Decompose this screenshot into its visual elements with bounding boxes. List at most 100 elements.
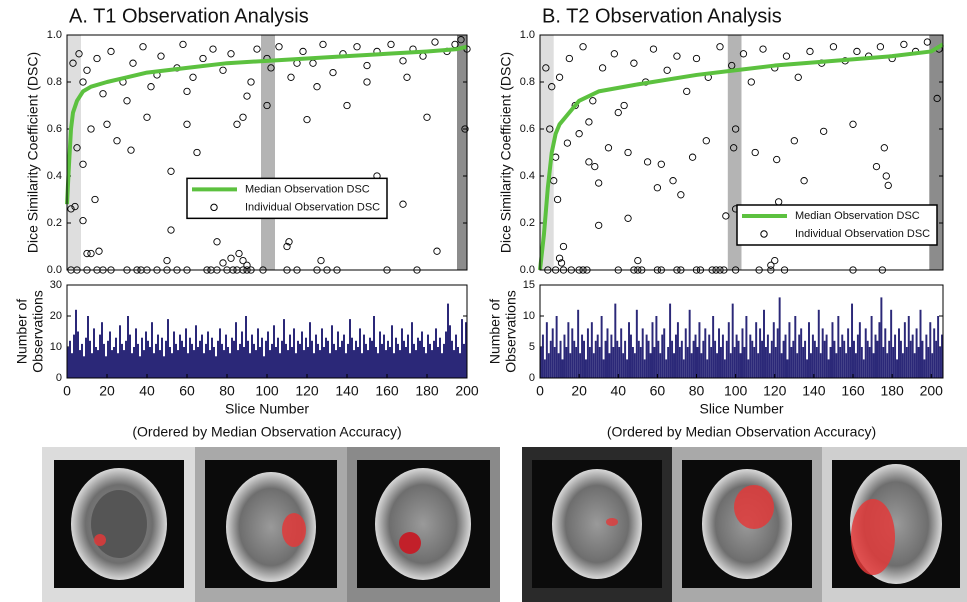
bar [439, 338, 441, 378]
bar [718, 328, 720, 378]
bar [331, 325, 333, 378]
y-tick-label: 20 [50, 310, 62, 322]
bar [309, 322, 311, 378]
x-tick-label: 180 [415, 383, 439, 399]
y-tick-label: 30 [50, 279, 62, 291]
bar [293, 328, 295, 378]
y-tick-label: 0.6 [47, 123, 62, 135]
bar [419, 341, 421, 378]
bar [163, 356, 165, 378]
bar [622, 353, 624, 378]
bar [301, 332, 303, 379]
bar [243, 347, 245, 378]
x-tick-label: 20 [99, 383, 115, 399]
bar [806, 359, 808, 378]
bar [724, 359, 726, 378]
bar [693, 341, 695, 378]
bar [753, 347, 755, 378]
bar [213, 347, 215, 378]
bar [732, 304, 734, 378]
bar [790, 347, 792, 378]
bar [385, 350, 387, 378]
y-axis-label: Dice Similarity Coefficient (DSC) [498, 52, 514, 253]
bar [333, 344, 335, 378]
bar [101, 322, 103, 378]
bar [177, 350, 179, 378]
bar [681, 341, 683, 378]
bar [851, 304, 853, 378]
bar [816, 347, 818, 378]
bar [865, 328, 867, 378]
bar [657, 341, 659, 378]
bar [193, 350, 195, 378]
bar [820, 353, 822, 378]
bar [880, 297, 882, 378]
bar [457, 347, 459, 378]
y-tick-label: 0 [529, 372, 535, 384]
bar [734, 347, 736, 378]
bar [636, 310, 638, 378]
bar [403, 341, 405, 378]
bar [634, 353, 636, 378]
bar [833, 341, 835, 378]
bar [409, 353, 411, 378]
bar [802, 347, 804, 378]
bar [728, 322, 730, 378]
bar [685, 328, 687, 378]
bar [343, 335, 345, 378]
bar [921, 341, 923, 378]
bar [608, 353, 610, 378]
bar [650, 353, 652, 378]
bar [93, 328, 95, 378]
bar [906, 347, 908, 378]
bar [447, 304, 449, 378]
y-tick-label: 10 [50, 341, 62, 353]
bar [573, 341, 575, 378]
chart-title: A. T1 Observation Analysis [69, 5, 309, 27]
y-axis-label: Number of [14, 299, 30, 364]
bar [387, 341, 389, 378]
bar [742, 328, 744, 378]
x-tick-label: 0 [63, 383, 71, 399]
bar [738, 341, 740, 378]
bar [544, 359, 546, 378]
bar [841, 335, 843, 378]
bar [247, 341, 249, 378]
bar [311, 341, 313, 378]
bar [199, 341, 201, 378]
bar [221, 344, 223, 378]
bar [405, 347, 407, 378]
bar [315, 335, 317, 378]
bar [381, 344, 383, 378]
bar [281, 341, 283, 378]
bar [642, 328, 644, 378]
y-tick-label: 1.0 [47, 29, 62, 41]
bar [179, 335, 181, 378]
bar [569, 353, 571, 378]
bar [730, 353, 732, 378]
bar [612, 347, 614, 378]
bar [552, 328, 554, 378]
bar [305, 338, 307, 378]
bar [133, 347, 135, 378]
bar [171, 353, 173, 378]
bar [219, 328, 221, 378]
bar [708, 335, 710, 378]
bar [845, 353, 847, 378]
bar [638, 341, 640, 378]
bar [289, 335, 291, 378]
bar [763, 310, 765, 378]
bar [933, 328, 935, 378]
bar [203, 353, 205, 378]
legend-label: Individual Observation DSC [795, 228, 930, 240]
x-tick-label: 140 [802, 383, 826, 399]
y-tick-label: 0 [56, 372, 62, 384]
bar [565, 347, 567, 378]
x-tick-label: 40 [610, 383, 626, 399]
x-tick-label: 0 [536, 383, 544, 399]
bar [581, 335, 583, 378]
bar [720, 347, 722, 378]
bar [115, 338, 117, 378]
bar [377, 353, 379, 378]
